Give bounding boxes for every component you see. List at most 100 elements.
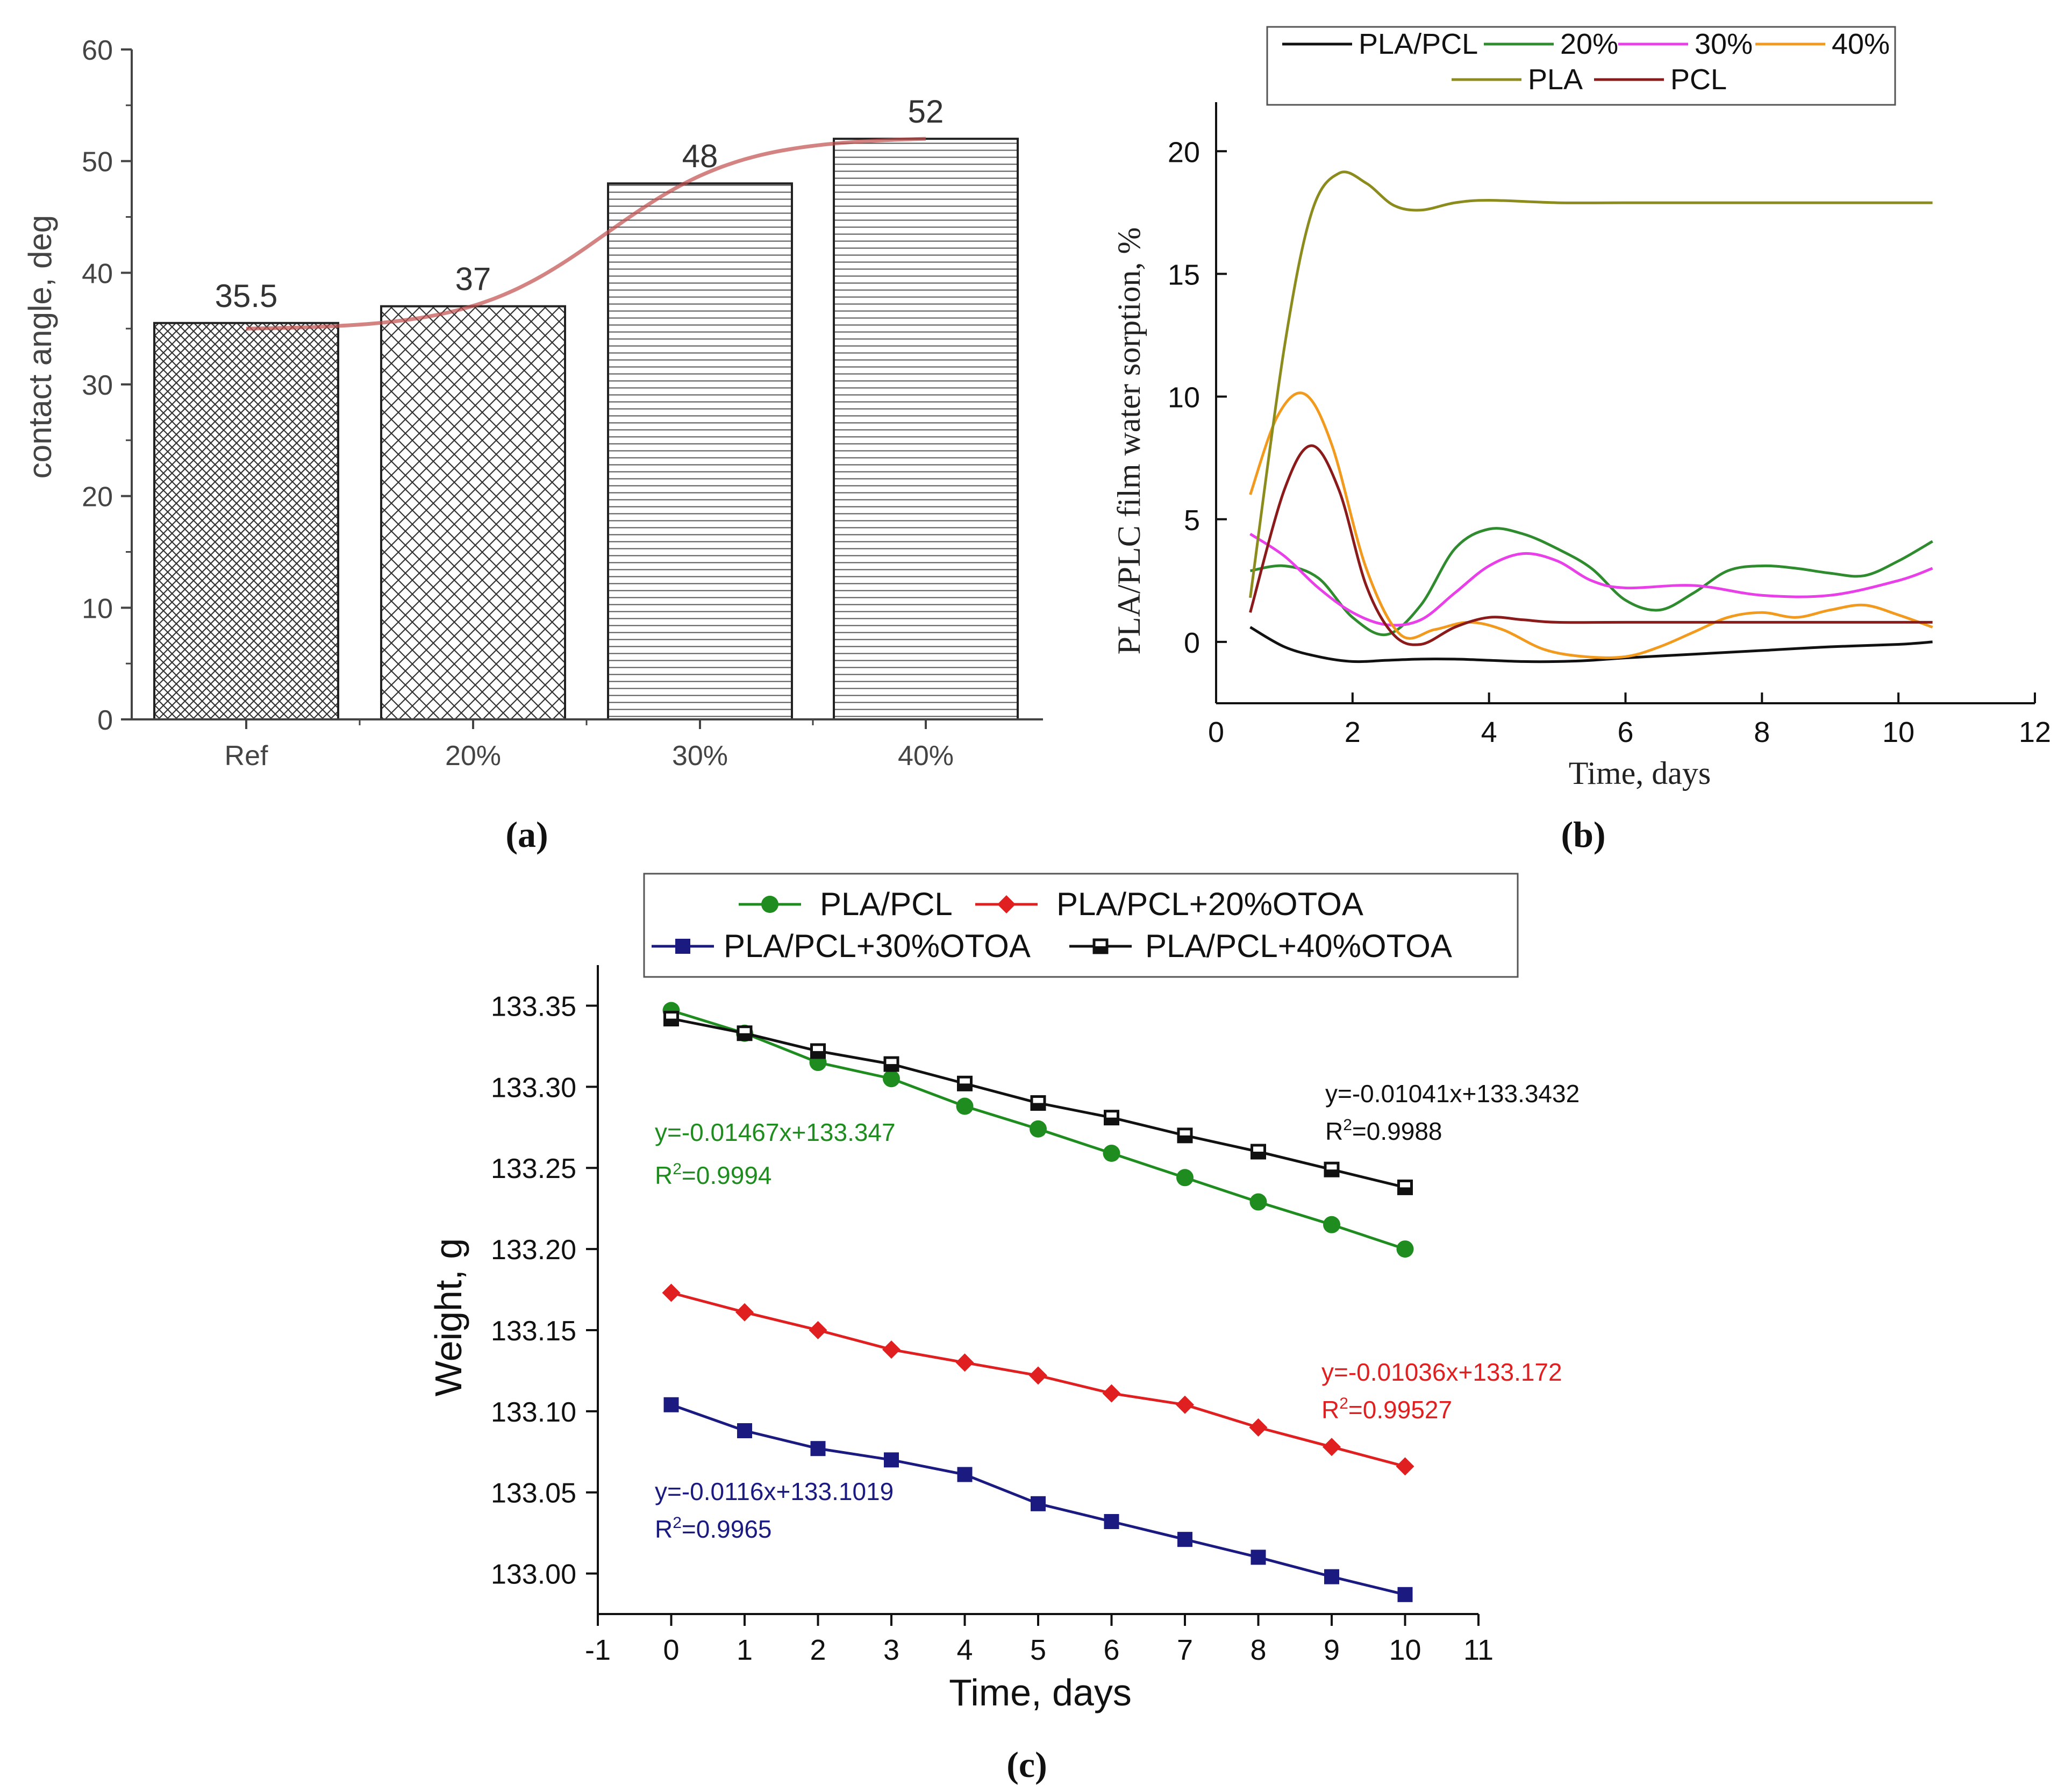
x-tick-label: 5 [1030,1634,1046,1666]
x-tick-label: Ref [225,740,268,772]
data-point [884,1452,899,1468]
y-tick-label: 133.05 [491,1478,576,1509]
series-line-PLA/PCL [1249,626,1933,663]
series-PLA/PCL+30%OTOA [663,1397,1413,1602]
data-point [957,1075,973,1091]
legend-label: PLA [1528,63,1583,96]
bar-value-label: 37 [455,261,491,297]
data-point [1102,1384,1121,1403]
data-point [1249,1193,1267,1211]
x-tick-label: 0 [663,1634,679,1666]
y-tick-label: 15 [1168,259,1200,291]
data-point [1104,1514,1119,1530]
series-PLA/PCL+40%OTOA [663,1011,1413,1195]
x-tick-label: -1 [585,1634,611,1666]
panel-label-b: (b) [1561,814,1605,855]
series-line-40% [1249,391,1933,659]
panel-label-a: (a) [505,814,548,855]
data-point [735,1303,754,1322]
legend-label: 40% [1832,28,1890,60]
data-point [1092,938,1109,954]
data-point [1323,1438,1341,1457]
x-tick-label: 10 [1389,1634,1421,1666]
data-point [1029,1366,1047,1385]
legend-entry: PLA/PCL+20%OTOA [975,886,1363,922]
regression-annotation: y=-0.0116x+133.1019 R2=0.9965 [655,1477,894,1543]
x-axis-label: Time, days [949,1672,1132,1714]
x-tick-label: 7 [1177,1634,1193,1666]
legend-label: 30% [1695,28,1753,60]
y-axis-label: PLA/PLC film water sorption, % [1111,227,1147,655]
bar-value-label: 48 [682,138,718,174]
y-tick-label: 10 [1168,382,1200,414]
series-line-PCL [1249,444,1933,646]
trend-curve [246,137,926,331]
bar-40% [833,138,1019,721]
regression-equation: y=-0.01041x+133.3432 [1325,1080,1580,1108]
legend-label: 20% [1560,28,1618,60]
y-tick-label: 20 [1168,136,1200,168]
y-tick-label: 133.30 [491,1072,576,1103]
data-point [1397,1179,1413,1195]
legend-label: PLA/PCL+40%OTOA [1145,928,1452,964]
x-tick-label: 6 [1617,716,1633,748]
x-tick-label: 2 [1345,716,1361,748]
x-tick-label: 8 [1250,1634,1266,1666]
data-point [1030,1120,1047,1138]
x-tick-label: 9 [1324,1634,1340,1666]
data-point [1324,1569,1339,1584]
legend: PLA/PCL 20% 30% 40% PLA PCL [1266,26,1896,106]
x-tick-label: 2 [810,1634,826,1666]
regression-annotation: y=-0.01041x+133.3432 R2=0.9988 [1325,1080,1580,1145]
legend-label: PLA/PCL [1359,28,1478,60]
y-tick-label: 40 [82,258,113,289]
legend-label: PLA/PCL+30%OTOA [724,928,1031,964]
legend-label: PLA/PCL+20%OTOA [1056,886,1363,922]
data-point [1177,1532,1192,1547]
y-tick-label: 133.10 [491,1397,576,1428]
data-point [1176,1169,1194,1187]
x-tick-label: 12 [2019,716,2051,748]
data-point [1104,1110,1119,1126]
legend-entry: PLA/PCL+40%OTOA [1069,928,1452,964]
series-line-30% [1249,533,1933,627]
data-point [810,1441,826,1457]
contact-angle-bar-chart: 0 10 20 30 40 50 60 Ref 20% 30% 40% 35.5 37 48 52 co… [22,35,1043,855]
bar-value-label: 35.5 [215,278,278,314]
data-point [956,1097,974,1115]
data-point [1396,1457,1414,1476]
data-point [1397,1587,1413,1602]
y-tick-label: 30 [82,370,113,401]
bar-value-label: 52 [908,94,944,130]
data-point [662,1283,681,1302]
r-squared: R2=0.9988 [1325,1116,1442,1145]
data-point [1103,1145,1120,1162]
y-tick-label: 0 [1184,627,1200,659]
data-point [761,896,778,913]
y-tick-label: 5 [1184,504,1200,537]
data-point [1177,1127,1193,1144]
bar-30% [607,182,793,720]
series-line-PLA [1249,170,1933,598]
legend-entry: PLA/PCL [739,886,953,922]
data-point [1176,1395,1194,1414]
x-tick-label: 11 [1463,1634,1494,1666]
legend-label: PLA/PCL [820,886,953,922]
x-tick-label: 20% [445,740,501,772]
x-tick-label: 8 [1754,716,1770,748]
data-point [663,1011,679,1027]
data-point [1030,1095,1046,1111]
r-squared: R2=0.9965 [655,1514,771,1543]
x-axis-label: Time, days [1569,755,1711,791]
y-tick-label: 133.20 [491,1234,576,1266]
x-tick-label: 4 [956,1634,973,1666]
regression-equation: y=-0.01467x+133.347 [655,1118,896,1146]
x-tick-label: 4 [1481,716,1497,748]
r-squared: R2=0.9994 [655,1160,771,1189]
bar-Ref [153,322,339,720]
x-tick-label: 10 [1882,716,1914,748]
y-tick-label: 20 [82,482,113,513]
data-point [883,1070,900,1088]
data-point [737,1423,752,1439]
data-point [663,1397,679,1412]
